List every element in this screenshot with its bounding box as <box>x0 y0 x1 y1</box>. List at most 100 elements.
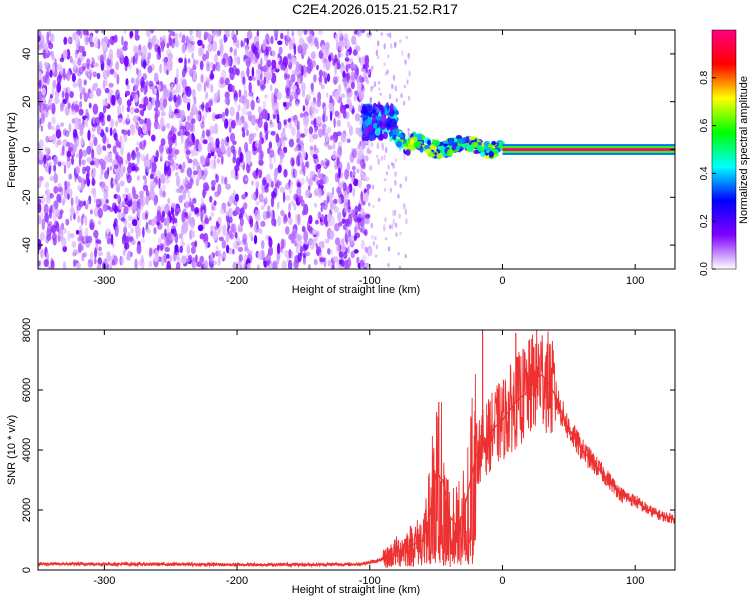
noise-speckle <box>55 129 62 139</box>
noise-speckle <box>107 156 114 164</box>
noise-speckle <box>224 91 230 99</box>
noise-speckle <box>308 177 313 187</box>
noise-speckle <box>383 43 386 50</box>
noise-speckle <box>338 221 343 227</box>
noise-speckle <box>308 185 311 191</box>
noise-speckle <box>207 43 213 52</box>
noise-speckle <box>334 33 339 42</box>
noise-speckle <box>322 127 326 136</box>
noise-speckle <box>213 92 218 104</box>
noise-speckle <box>224 176 228 185</box>
noise-speckle <box>124 242 130 250</box>
noise-speckle <box>251 66 255 78</box>
noise-speckle <box>210 84 214 93</box>
noise-speckle <box>350 71 355 81</box>
noise-speckle <box>145 159 151 168</box>
noise-speckle <box>66 181 71 189</box>
noise-speckle <box>331 263 336 269</box>
noise-speckle <box>280 209 285 217</box>
noise-speckle <box>159 63 162 74</box>
noise-speckle <box>329 210 333 215</box>
noise-speckle <box>394 41 397 47</box>
noise-speckle <box>297 120 300 132</box>
noise-speckle <box>137 50 142 55</box>
noise-speckle <box>180 167 184 174</box>
noise-speckle <box>323 61 326 69</box>
noise-speckle <box>181 38 186 43</box>
noise-speckle <box>167 62 173 72</box>
signal-blob <box>414 141 420 145</box>
noise-speckle <box>156 89 160 101</box>
noise-speckle <box>189 229 193 240</box>
noise-speckle <box>232 248 235 255</box>
noise-speckle <box>88 102 92 109</box>
noise-speckle <box>67 230 71 242</box>
noise-speckle <box>246 162 251 174</box>
noise-speckle <box>165 160 169 167</box>
noise-speckle <box>195 59 199 65</box>
noise-speckle <box>192 261 197 269</box>
noise-speckle <box>181 255 187 265</box>
noise-speckle <box>148 260 153 268</box>
noise-speckle <box>336 147 343 159</box>
noise-speckle <box>78 155 82 167</box>
noise-speckle <box>317 171 321 179</box>
noise-speckle <box>97 257 103 266</box>
noise-speckle <box>206 79 210 89</box>
noise-speckle <box>276 91 282 101</box>
y-tick-label: 0 <box>21 567 33 573</box>
noise-speckle <box>41 194 45 205</box>
noise-speckle <box>38 203 42 213</box>
noise-speckle <box>67 37 72 44</box>
noise-speckle <box>276 64 280 70</box>
noise-speckle <box>228 216 233 224</box>
noise-speckle <box>44 181 50 189</box>
noise-speckle <box>102 79 106 90</box>
noise-speckle <box>181 78 187 89</box>
noise-speckle <box>269 246 273 256</box>
noise-speckle <box>129 251 133 258</box>
noise-speckle <box>403 84 407 89</box>
noise-speckle <box>300 199 305 207</box>
noise-speckle <box>322 113 326 123</box>
noise-speckle <box>44 53 50 59</box>
noise-speckle <box>72 128 78 138</box>
noise-speckle <box>392 74 396 81</box>
noise-speckle <box>395 232 398 237</box>
noise-speckle <box>235 169 238 177</box>
noise-speckle <box>324 41 330 51</box>
noise-speckle <box>405 217 408 225</box>
noise-speckle <box>61 90 65 99</box>
noise-speckle <box>89 92 92 98</box>
snr-x-ticks: -300 -200 -100 0 100 <box>93 330 644 587</box>
noise-speckle <box>155 170 162 180</box>
noise-speckle <box>184 201 188 210</box>
noise-speckle <box>190 203 195 212</box>
noise-speckle <box>208 216 212 222</box>
noise-speckle <box>238 89 242 98</box>
noise-speckle <box>380 32 383 36</box>
noise-speckle <box>195 254 198 263</box>
noise-speckle <box>175 171 179 177</box>
noise-speckle <box>171 225 177 235</box>
noise-speckle <box>181 43 186 54</box>
noise-speckle <box>293 203 297 211</box>
noise-speckle <box>318 128 323 138</box>
noise-speckle <box>394 171 397 178</box>
noise-speckle <box>263 121 269 132</box>
noise-speckle <box>356 67 360 76</box>
noise-speckle <box>354 113 361 122</box>
noise-speckle <box>364 55 370 66</box>
noise-speckle <box>332 154 336 160</box>
noise-speckle <box>96 123 101 135</box>
noise-speckle <box>174 210 179 217</box>
noise-speckle <box>337 141 343 149</box>
noise-speckle <box>270 209 274 221</box>
noise-speckle <box>125 199 129 206</box>
noise-speckle <box>49 205 53 214</box>
noise-speckle <box>106 114 111 122</box>
noise-speckle <box>268 247 271 256</box>
noise-speckle <box>39 232 45 241</box>
noise-speckle <box>69 55 73 64</box>
noise-speckle <box>161 204 165 212</box>
